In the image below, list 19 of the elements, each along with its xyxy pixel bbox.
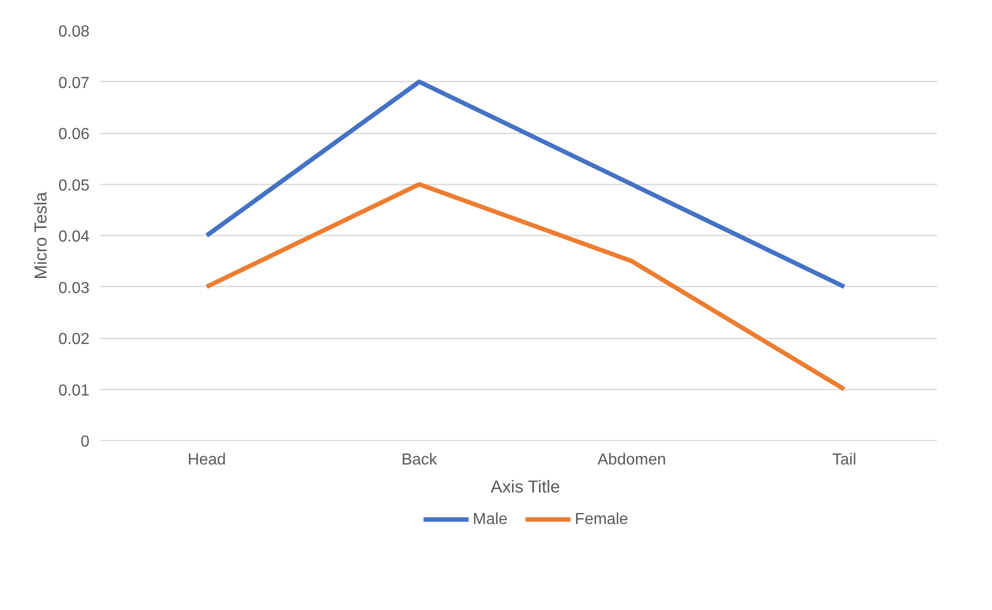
- legend-label: Female: [574, 511, 628, 528]
- y-axis-title: Micro Tesla: [30, 192, 50, 280]
- y-tick-label: 0: [80, 434, 90, 450]
- y-tick-label: 0.08: [58, 24, 90, 40]
- y-tick-label: 0.05: [58, 177, 90, 194]
- x-axis-title: Axis Title: [490, 476, 560, 496]
- x-tick-label: Tail: [832, 452, 856, 468]
- y-tick-label: 0.02: [58, 331, 90, 348]
- y-tick-label: 0.07: [58, 74, 90, 92]
- x-tick-label: Back: [401, 452, 438, 468]
- y-tick-label: 0.01: [58, 382, 90, 400]
- x-tick-label: Head: [188, 452, 226, 468]
- x-tick-label: Abdomen: [598, 452, 666, 468]
- line-series: [204, 182, 846, 392]
- line-series: [204, 80, 846, 289]
- legend-label: Male: [472, 511, 508, 528]
- y-tick-label: 0.03: [58, 280, 90, 297]
- y-tick-label: 0.06: [58, 126, 90, 143]
- y-tick-label: 0.04: [58, 228, 90, 246]
